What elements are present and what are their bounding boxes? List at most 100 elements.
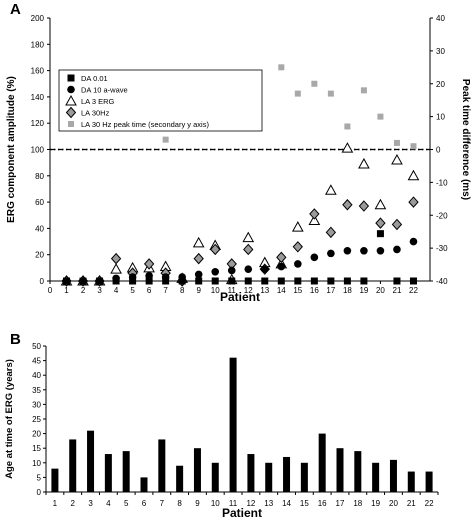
b-y-tick-label: 30 (32, 400, 41, 409)
point-da-0-01 (63, 277, 71, 285)
panel-b-letter: B (10, 331, 21, 348)
bar-patient-16 (318, 433, 326, 492)
point-da-0-01 (327, 277, 335, 285)
a-x-tick-label: 10 (211, 286, 220, 295)
point-la-30-hz-peak-time-secondary-y-axis (377, 113, 384, 120)
a-y2-tick-label: 40 (436, 14, 445, 23)
a-x-tick-label: 7 (163, 286, 168, 295)
b-y-tick-label: 40 (32, 371, 41, 380)
legend-label: DA 10 a-wave (81, 86, 128, 95)
a-x-tick-label: 17 (326, 286, 335, 295)
a-y-tick-label: 0 (40, 277, 45, 286)
panel-a-letter: A (10, 1, 21, 18)
legend-label: LA 30Hz (81, 109, 110, 118)
bar-patient-4 (104, 454, 112, 492)
point-da-0-01 (195, 277, 203, 285)
b-y-tick-label: 15 (32, 444, 41, 453)
bar-patient-11 (229, 357, 237, 492)
a-x-tick-label: 0 (48, 286, 53, 295)
point-da-10-a-wave (343, 246, 352, 255)
point-da-0-01 (310, 277, 318, 285)
point-da-10-a-wave (277, 262, 286, 271)
legend-label: LA 30 Hz peak time (secondary y axis) (81, 120, 209, 129)
bar-patient-15 (300, 462, 308, 492)
bar-patient-9 (193, 448, 201, 492)
b-x-tick-label: 7 (160, 499, 165, 508)
point-la-30hz (143, 258, 155, 270)
b-y-tick-label: 5 (37, 473, 42, 482)
bar-patient-13 (265, 462, 273, 492)
legend-marker (68, 121, 74, 127)
b-x-tick-label: 10 (211, 499, 220, 508)
b-x-axis-label: Patient (222, 506, 262, 520)
b-x-tick-label: 21 (407, 499, 416, 508)
point-la-30hz (193, 252, 204, 265)
a-x-tick-label: 19 (359, 286, 368, 295)
bar-patient-1 (51, 468, 59, 492)
point-da-0-01 (79, 277, 87, 285)
bar-patient-2 (69, 439, 77, 492)
a-y-tick-label: 20 (35, 251, 44, 260)
a-x-tick-label: 8 (180, 286, 185, 295)
a-y2-tick-label: 10 (436, 113, 445, 122)
point-da-0-01 (294, 277, 302, 285)
bar-patient-12 (247, 454, 255, 492)
point-la-3-erg (407, 169, 420, 181)
b-x-tick-label: 11 (229, 499, 238, 508)
legend-marker (65, 94, 77, 106)
a-y-tick-label: 100 (31, 146, 45, 155)
b-x-tick-label: 14 (282, 499, 291, 508)
point-la-30-hz-peak-time-secondary-y-axis (393, 139, 400, 146)
point-la-30hz (375, 217, 386, 229)
point-da-0-01 (409, 277, 417, 285)
point-da-10-a-wave (260, 265, 269, 273)
point-da-0-01 (211, 277, 219, 285)
point-la-30-hz-peak-time-secondary-y-axis (360, 87, 367, 94)
a-x-tick-label: 22 (409, 286, 418, 295)
b-y-axis-label: Age at time of ERG (years) (4, 359, 15, 479)
legend-label: DA 0.01 (81, 74, 108, 83)
a-x-tick-label: 5 (130, 286, 135, 295)
point-da-10-a-wave (376, 246, 385, 255)
point-da-0-01 (129, 277, 137, 285)
a-x-tick-label: 9 (196, 286, 201, 295)
a-y-tick-label: 200 (31, 14, 45, 23)
a-x-tick-label: 18 (343, 286, 352, 295)
a-x-tick-label: 12 (244, 286, 253, 295)
a-y2-tick-label: 30 (436, 47, 445, 56)
bar-patient-10 (211, 462, 219, 492)
point-la-30hz (391, 218, 403, 231)
a-legend-box (58, 69, 263, 132)
bar-patient-3 (87, 430, 95, 492)
point-la-30hz (325, 226, 337, 239)
b-y-tick-label: 45 (32, 357, 41, 366)
point-la-3-erg (308, 214, 321, 226)
point-da-0-01 (244, 277, 252, 285)
point-da-0-01 (162, 277, 170, 285)
bar-patient-17 (336, 448, 344, 492)
point-la-30hz (243, 243, 254, 256)
a-y2-tick-label: 0 (436, 146, 441, 155)
point-la-3-erg (291, 221, 304, 232)
a-y2-tick-label: -20 (436, 211, 448, 220)
legend-label: LA 3 ERG (81, 97, 115, 106)
point-da-0-01 (376, 230, 384, 238)
b-x-tick-label: 17 (336, 499, 345, 508)
point-la-3-erg (110, 263, 122, 274)
b-x-tick-label: 19 (371, 499, 380, 508)
point-la-30-hz-peak-time-secondary-y-axis (162, 136, 169, 143)
b-x-tick-label: 16 (318, 499, 327, 508)
a-y-tick-label: 180 (31, 40, 45, 49)
b-x-tick-label: 1 (53, 499, 58, 508)
a-y-tick-label: 40 (35, 224, 44, 233)
a-x-tick-label: 15 (293, 286, 302, 295)
a-x-tick-label: 14 (277, 286, 286, 295)
point-la-30-hz-peak-time-secondary-y-axis (327, 90, 334, 97)
b-x-tick-label: 6 (142, 499, 147, 508)
point-la-30hz (210, 243, 221, 256)
b-x-tick-label: 15 (300, 499, 309, 508)
legend-marker (67, 74, 75, 82)
point-da-0-01 (112, 277, 120, 285)
b-x-tick-label: 9 (195, 499, 200, 508)
